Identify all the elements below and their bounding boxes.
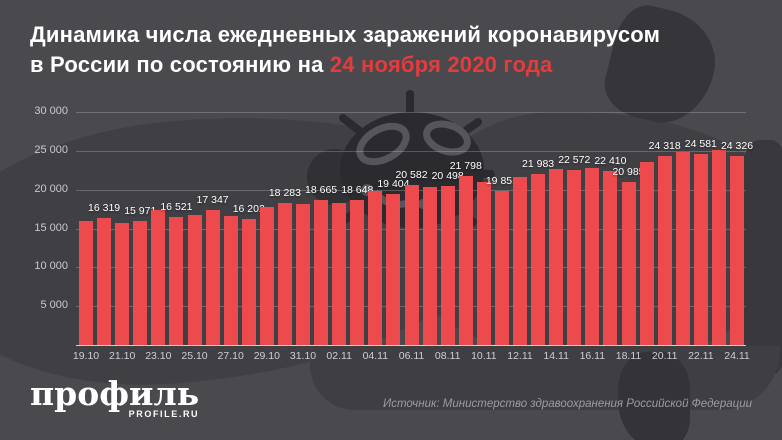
x-axis-label: 23.10 (145, 350, 172, 362)
bar-09.11 (458, 175, 473, 345)
bar-29.10 (259, 207, 274, 345)
bar-19.10 (79, 220, 93, 345)
y-axis-label: 20 000 (34, 182, 68, 195)
x-axis-label: 19.10 (72, 350, 100, 362)
profil-logo: профиль PROFILE.RU (30, 374, 200, 420)
title-line-2-text: в России по состоянию на (30, 52, 330, 77)
bar-15.11 (567, 169, 582, 345)
bar-28.10 (241, 219, 256, 345)
source-text: Источник: Министерство здравоохранения Р… (383, 398, 752, 410)
x-axis-label: 12.11 (507, 350, 533, 362)
bar-02.11 (332, 203, 347, 345)
bar-05.11 (386, 194, 401, 345)
bar-19.11 (639, 161, 654, 345)
x-axis-label: 21.10 (109, 350, 136, 362)
x-axis-label: 22.11 (688, 350, 714, 362)
x-axis-label: 10.11 (471, 350, 497, 362)
bar-08.11 (440, 185, 455, 345)
bar-value-label: 17 347 (196, 194, 229, 207)
bar-value-label: 16 319 (88, 202, 121, 215)
bar-18.11 (621, 182, 636, 345)
gridline-30000 (76, 112, 746, 113)
bar-24.11 (730, 156, 744, 345)
bar-13.11 (531, 174, 546, 345)
bar-value-label: 18 665 (305, 184, 338, 197)
x-axis-label: 31.10 (289, 350, 317, 362)
plot-area: 16 319 15 971 16 521 17 347 16 202 18 283 18 6… (76, 112, 753, 346)
x-axis-label: 25.10 (181, 350, 208, 362)
bar-value-label: 24 581 (684, 138, 717, 151)
bar-12.11 (513, 177, 527, 345)
bar-06.11 (404, 185, 419, 345)
y-axis-label: 15 000 (34, 221, 68, 234)
page-title: Динамика числа ежедневных заражений коро… (30, 20, 660, 80)
bar-24.10 (169, 216, 184, 345)
y-axis-label: 30 000 (34, 105, 68, 117)
bar-04.11 (368, 191, 383, 345)
bar-27.10 (223, 216, 238, 345)
y-axis-label: 10 000 (34, 260, 68, 273)
bar-01.11 (314, 200, 329, 345)
bar-16.11 (585, 168, 600, 345)
bar-31.10 (296, 204, 310, 345)
bar-23.11 (711, 149, 726, 345)
bar-21.11 (675, 152, 690, 345)
bar-26.10 (205, 210, 220, 345)
x-axis-label: 02.11 (326, 350, 352, 362)
bar-value-label: 24 326 (720, 140, 754, 153)
bar-value-label: 22 572 (558, 153, 591, 166)
x-axis-label: 16.11 (579, 350, 606, 362)
title-line-2: в России по состоянию на 24 ноября 2020 … (30, 50, 660, 80)
x-axis-label: 18.11 (615, 350, 642, 362)
profil-logo-wordmark: профиль (30, 374, 200, 413)
x-axis-label: 24.11 (724, 350, 750, 362)
x-axis-label: 29.10 (253, 350, 280, 362)
title-date-highlight: 24 ноября 2020 года (329, 52, 553, 77)
bar-22.10 (133, 220, 148, 345)
bar-value-label: 16 521 (160, 200, 193, 213)
bar-21.10 (115, 223, 130, 345)
bar-03.11 (350, 200, 365, 345)
y-axis-label: 25 000 (34, 143, 68, 156)
title-line-1: Динамика числа ежедневных заражений коро… (30, 22, 661, 47)
bar-25.10 (187, 215, 202, 345)
x-axis-label: 08.11 (434, 350, 461, 362)
bar-value-label: 20 582 (395, 169, 428, 182)
bar-11.11 (494, 190, 509, 345)
bar-30.10 (277, 203, 292, 345)
bar-value-label: 21 798 (449, 159, 482, 172)
bar-17.11 (603, 170, 618, 345)
x-axis-label: 20.11 (651, 350, 678, 362)
x-axis-label: 06.11 (398, 350, 425, 362)
bar-10.11 (476, 182, 491, 345)
bar-20.11 (657, 156, 672, 345)
bar-value-label: 18 283 (268, 187, 301, 200)
bar-value-label: 24 318 (648, 140, 681, 153)
bar-07.11 (422, 186, 437, 345)
y-axis-label: 5 000 (40, 299, 68, 312)
x-axis-label: 14.11 (543, 350, 569, 362)
bar-14.11 (549, 168, 564, 345)
profil-logo-url: PROFILE.RU (128, 409, 200, 419)
bar-20.10 (97, 218, 112, 345)
x-axis-label: 27.10 (217, 350, 244, 362)
bar-23.10 (151, 210, 166, 345)
bar-22.11 (693, 154, 708, 345)
gridline-25000 (76, 150, 746, 152)
x-axis-label: 04.11 (362, 350, 389, 362)
